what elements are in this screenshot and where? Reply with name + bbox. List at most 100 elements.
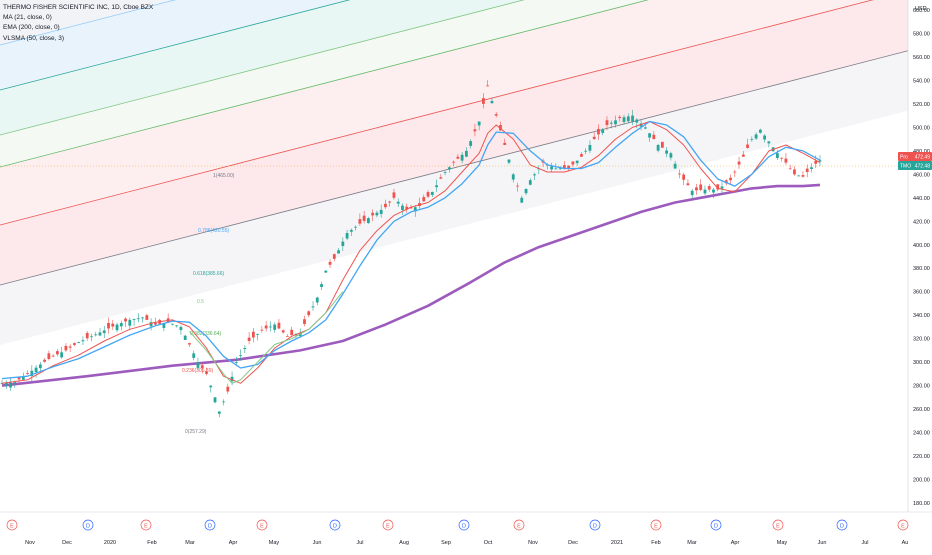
time-tick-label: Mar <box>687 540 697 546</box>
candle-body <box>486 85 490 87</box>
indicator-vlsma[interactable]: VLSMA (50, close, 3) <box>3 34 65 42</box>
candle-body <box>375 212 379 216</box>
event-marker[interactable] <box>589 519 601 531</box>
candle-body <box>665 150 669 154</box>
candle-body <box>720 186 724 189</box>
candle-body <box>81 340 85 342</box>
candle-body <box>192 353 196 358</box>
candle-body <box>26 373 29 374</box>
candle-body <box>499 125 502 131</box>
candle-body <box>251 331 255 338</box>
candle-body <box>247 337 251 342</box>
price-tick-label: 400.00 <box>913 243 930 249</box>
candle-body <box>622 117 626 123</box>
candle-body <box>145 315 149 320</box>
candle-body <box>503 142 507 145</box>
event-marker-label: D <box>208 524 212 530</box>
event-marker[interactable] <box>204 519 216 531</box>
event-marker[interactable] <box>458 519 470 531</box>
price-tick-label: 300.00 <box>913 360 930 366</box>
time-tick-label: Feb <box>147 540 156 546</box>
candle-body <box>345 233 349 239</box>
price-axis-bg <box>908 0 932 550</box>
candle-body <box>567 165 571 169</box>
candle-body <box>239 355 242 356</box>
vlsma-line <box>189 291 344 384</box>
candle-body <box>21 376 25 380</box>
price-tag <box>898 161 932 170</box>
candle-body <box>371 212 375 216</box>
candle-body <box>320 284 323 288</box>
channel-line <box>0 50 909 286</box>
candle-body <box>656 144 660 151</box>
price-tick-label: 600.00 <box>913 8 930 14</box>
event-marker-label: E <box>10 524 14 530</box>
indicator-ema[interactable]: EMA (200, close, 0) <box>3 24 60 32</box>
candle-body <box>388 201 392 203</box>
price-tick-label: 440.00 <box>913 196 930 202</box>
candle-body <box>43 359 47 362</box>
time-tick-label: Apr <box>229 540 238 546</box>
candle-body <box>303 319 306 324</box>
candle-body <box>179 326 183 331</box>
event-marker[interactable] <box>256 519 268 531</box>
event-marker[interactable] <box>513 519 525 531</box>
price-tick-label: 520.00 <box>913 102 930 108</box>
candle-body <box>605 120 609 126</box>
candle-body <box>311 306 315 308</box>
candle-body <box>469 141 473 146</box>
candle-body <box>430 191 434 195</box>
candle-body <box>618 116 622 118</box>
candle-body <box>77 342 81 343</box>
event-marker[interactable] <box>140 519 152 531</box>
candle-body <box>707 186 711 190</box>
event-marker[interactable] <box>897 519 909 531</box>
candle-body <box>90 336 93 338</box>
event-marker[interactable] <box>650 519 662 531</box>
event-marker[interactable] <box>772 519 784 531</box>
event-marker[interactable] <box>329 519 341 531</box>
price-tick-label: 260.00 <box>913 407 930 413</box>
candle-body <box>460 154 464 161</box>
candle-body <box>111 323 115 327</box>
candle-body <box>366 218 370 224</box>
time-tick-label: 2020 <box>104 540 116 546</box>
price-tick-label: 460.00 <box>913 172 930 178</box>
candle-body <box>464 150 468 157</box>
candle-body <box>443 171 447 173</box>
candle-body <box>98 332 102 336</box>
candle-body <box>213 397 217 403</box>
candle-body <box>682 174 686 180</box>
candle-body <box>801 175 805 177</box>
candle-body <box>780 157 784 159</box>
event-marker[interactable] <box>710 519 722 531</box>
time-tick-label: Dec <box>568 540 578 546</box>
indicator-ma[interactable]: MA (21, close, 0) <box>3 14 52 22</box>
fib-level-label: 0.618(385.66) <box>193 271 224 277</box>
price-tick-label: 280.00 <box>913 384 930 390</box>
price-tag-label: Pro <box>900 155 908 161</box>
event-marker[interactable] <box>82 519 94 531</box>
fib-level-label: 0.5 <box>197 299 204 305</box>
time-tick-label: Jun <box>818 540 827 546</box>
event-marker[interactable] <box>6 519 18 531</box>
event-marker[interactable] <box>382 519 394 531</box>
candle-body <box>38 364 42 369</box>
candle-body <box>422 197 426 202</box>
price-tag-value: 472.49 <box>915 155 931 161</box>
chart-legend: THERMO FISHER SCIENTIFIC INC, 1D, Cboe B… <box>3 3 153 44</box>
time-tick-label: Apr <box>731 540 740 546</box>
channel-line <box>0 0 177 46</box>
event-marker[interactable] <box>836 519 848 531</box>
candle-body <box>703 189 707 194</box>
candle-body <box>439 177 443 179</box>
price-tick-label: 320.00 <box>913 337 930 343</box>
channel-band <box>0 0 908 285</box>
candle-body <box>171 323 174 325</box>
event-marker-label: D <box>593 524 597 530</box>
channel-line <box>0 0 351 91</box>
candle-body <box>635 119 639 123</box>
channel-line <box>0 0 874 226</box>
